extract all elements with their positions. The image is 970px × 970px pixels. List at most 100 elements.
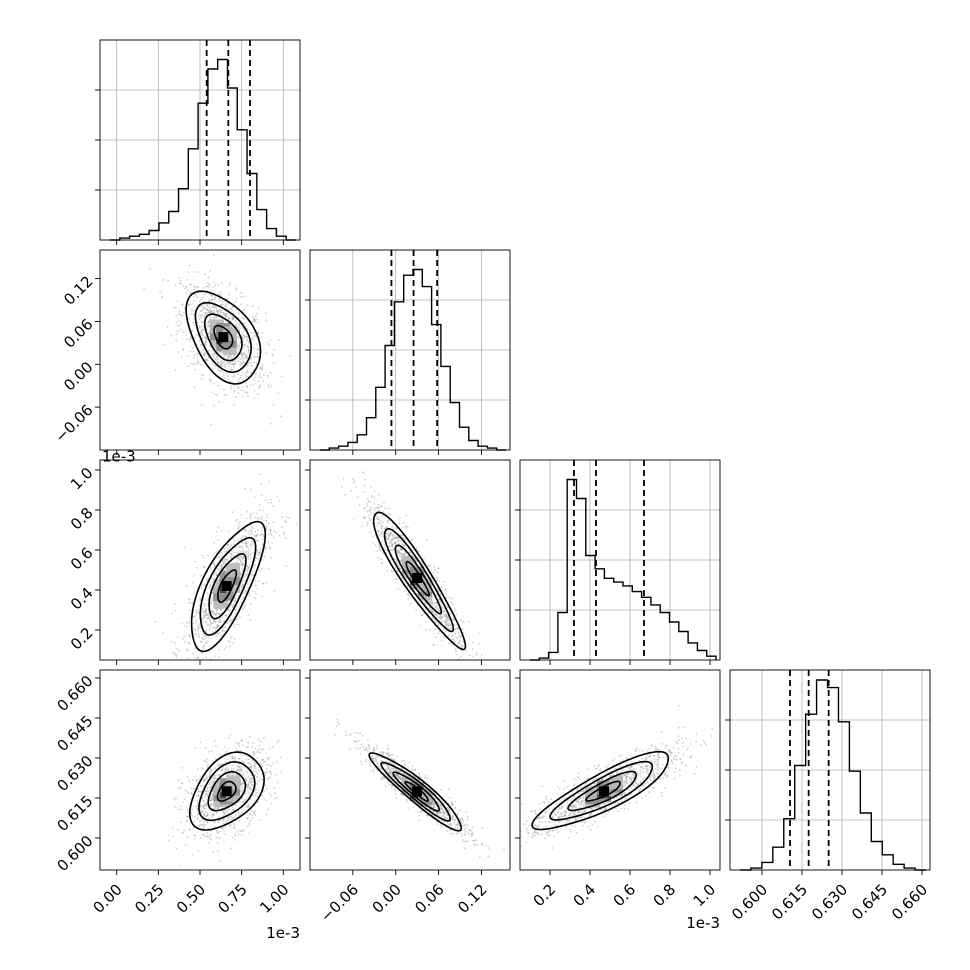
sample-point <box>143 288 146 290</box>
sample-point <box>205 642 208 644</box>
sample-point <box>372 758 375 760</box>
sample-point <box>446 623 449 626</box>
sample-point <box>222 809 225 812</box>
sample-point <box>204 609 207 612</box>
sample-point <box>378 506 381 509</box>
sample-point <box>259 751 262 754</box>
sample-point <box>251 817 254 820</box>
sample-point <box>262 534 265 537</box>
sample-point <box>238 766 241 768</box>
sample-point <box>239 813 242 816</box>
sample-point <box>213 542 215 545</box>
sample-point <box>174 653 177 656</box>
sample-point <box>196 778 199 781</box>
sample-point <box>267 386 270 388</box>
sample-point <box>189 340 192 343</box>
sample-point <box>389 754 392 757</box>
sample-point <box>433 566 435 568</box>
sample-point <box>272 521 275 523</box>
sample-point <box>237 372 240 375</box>
sample-point <box>227 769 230 772</box>
sample-point <box>229 369 232 372</box>
sample-point <box>244 551 247 554</box>
sample-point <box>266 757 269 759</box>
sample-point <box>242 334 245 336</box>
sample-point <box>180 321 183 324</box>
sample-point <box>246 806 249 809</box>
sample-point <box>237 556 240 558</box>
sample-point <box>388 533 390 535</box>
sample-point <box>260 533 263 536</box>
sample-point <box>188 598 191 601</box>
sample-point <box>229 363 231 365</box>
sample-point <box>233 756 236 759</box>
sample-point <box>241 567 244 570</box>
contour-line <box>194 301 252 374</box>
sample-point <box>173 798 176 801</box>
sample-point <box>435 615 438 617</box>
sample-point <box>422 565 425 567</box>
sample-point <box>241 811 244 814</box>
sample-point <box>201 309 204 311</box>
sample-point <box>220 621 223 624</box>
sample-point <box>359 747 362 749</box>
sample-point <box>248 762 251 764</box>
sample-point <box>227 530 230 533</box>
sample-point <box>205 358 208 360</box>
sample-point <box>215 530 218 533</box>
sample-point <box>186 836 189 839</box>
sample-point <box>449 624 452 626</box>
panel-content <box>341 471 483 660</box>
sample-point <box>239 376 242 379</box>
sample-point <box>435 820 438 823</box>
sample-point <box>197 629 199 632</box>
sample-point <box>274 797 276 800</box>
sample-point <box>206 578 208 580</box>
sample-point <box>166 326 169 328</box>
sample-point <box>196 285 199 288</box>
sample-point <box>220 566 223 568</box>
sample-point <box>450 627 452 630</box>
sample-point <box>235 741 237 744</box>
sample-point <box>230 356 233 359</box>
sample-point <box>198 340 201 342</box>
sample-point <box>187 365 190 367</box>
sample-point <box>187 792 190 794</box>
sample-point <box>252 811 255 814</box>
sample-point <box>446 621 448 623</box>
density-peak <box>218 332 229 343</box>
sample-point <box>210 799 213 801</box>
sample-point <box>254 814 257 816</box>
sample-point <box>171 652 174 654</box>
sample-point <box>434 806 437 809</box>
sample-point <box>259 769 262 772</box>
sample-point <box>202 807 205 810</box>
sample-point <box>407 594 410 597</box>
sample-point <box>470 829 473 832</box>
sample-point <box>244 592 247 595</box>
sample-point <box>247 395 250 397</box>
sample-point <box>400 553 403 556</box>
sample-point <box>202 603 205 605</box>
sample-point <box>203 354 205 356</box>
sample-point <box>431 600 433 602</box>
sample-point <box>223 361 226 364</box>
sample-point <box>247 345 250 348</box>
sample-point <box>449 829 451 831</box>
sample-point <box>189 362 192 365</box>
sample-point <box>246 385 249 388</box>
sample-point <box>249 779 252 782</box>
sample-point <box>230 847 232 850</box>
sample-point <box>217 568 220 571</box>
sample-point <box>438 811 441 814</box>
sample-point <box>233 385 236 388</box>
sample-point <box>217 362 220 364</box>
sample-point <box>377 522 379 525</box>
sample-point <box>272 762 275 765</box>
sample-point <box>261 582 264 585</box>
sample-point <box>226 764 229 767</box>
sample-point <box>178 319 181 322</box>
sample-point <box>370 495 373 498</box>
sample-point <box>399 540 402 542</box>
sample-point <box>373 760 375 762</box>
